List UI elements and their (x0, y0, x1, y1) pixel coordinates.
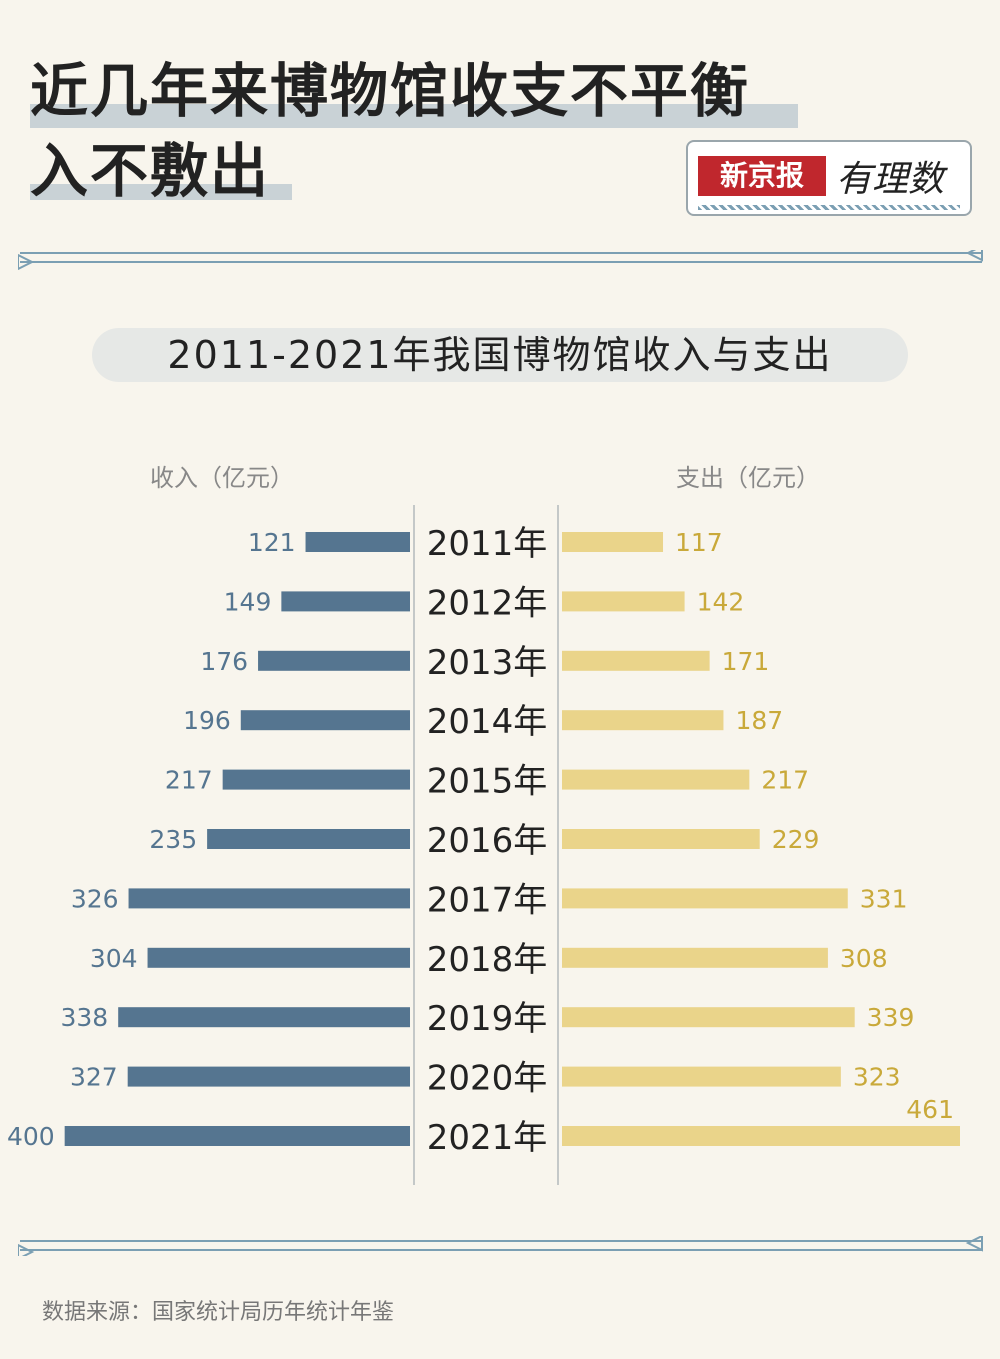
income-bar (147, 947, 410, 968)
year-label: 2011年 (427, 524, 548, 564)
income-value-label: 176 (200, 647, 248, 676)
year-label: 2017年 (427, 880, 548, 920)
income-bar (64, 1126, 411, 1146)
expense-bar (562, 591, 685, 612)
expense-value-label: 217 (761, 766, 809, 795)
year-label: 2019年 (427, 999, 548, 1039)
expense-bar (562, 888, 848, 909)
income-bar (127, 1066, 411, 1087)
expense-value-label: 308 (840, 944, 888, 973)
logo-tagline: 有理数 (836, 159, 945, 200)
bottom-divider (18, 1236, 983, 1256)
expense-bar (562, 947, 828, 968)
expense-value-label: 339 (867, 1003, 915, 1032)
expense-bar (562, 769, 750, 790)
income-bar (207, 829, 410, 849)
expense-bar (562, 532, 664, 552)
income-value-label: 121 (248, 528, 296, 557)
income-bar (118, 1007, 410, 1028)
chart-title-pill (92, 328, 908, 382)
income-bar (258, 650, 410, 671)
top-divider (18, 250, 983, 270)
expense-bar (562, 1066, 841, 1087)
expense-value-label: 323 (853, 1063, 901, 1092)
year-label: 2021年 (427, 1118, 548, 1158)
expense-bar (562, 650, 710, 671)
income-bar (222, 769, 410, 790)
income-value-label: 235 (149, 825, 197, 854)
chart-title: 2011-2021年我国博物馆收入与支出 (167, 333, 833, 377)
logo-brand-name: 新京报 (698, 156, 826, 196)
income-axis-label: 收入（亿元） (150, 464, 294, 492)
expense-value-label: 171 (722, 647, 770, 676)
income-value-label: 326 (71, 884, 119, 913)
income-value-label: 217 (165, 766, 213, 795)
expense-bar (562, 1007, 855, 1028)
logo-stripe (698, 205, 960, 210)
data-source: 数据来源：国家统计局历年统计年鉴 (42, 1300, 395, 1325)
year-label: 2018年 (427, 940, 548, 980)
title-highlight-2 (30, 184, 292, 200)
page-title-line2: 入不敷出 (30, 137, 271, 205)
income-bar (240, 710, 410, 731)
income-value-label: 338 (60, 1003, 108, 1032)
income-bar (305, 532, 410, 552)
expense-axis-label: 支出（亿元） (676, 464, 820, 492)
butterfly-chart: 121 2011年 117 149 2012年 142 176 2013年 171 196 2014… (7, 505, 960, 1185)
expense-value-label: 331 (860, 884, 908, 913)
brand-logo: 新京报 有理数 (686, 140, 972, 216)
income-bar (128, 888, 411, 909)
income-value-label: 196 (183, 706, 231, 735)
year-label: 2020年 (427, 1059, 548, 1099)
expense-bar (562, 829, 760, 849)
income-value-label: 327 (70, 1063, 118, 1092)
income-value-label: 400 (7, 1122, 55, 1151)
expense-value-label: 187 (735, 706, 783, 735)
title-highlight-1 (30, 104, 798, 128)
expense-bar (562, 1126, 960, 1146)
expense-bar (562, 710, 724, 731)
page-title-line1: 近几年来博物馆收支不平衡 (30, 57, 751, 125)
year-label: 2014年 (427, 702, 548, 742)
year-label: 2016年 (427, 821, 548, 861)
expense-value-label: 229 (772, 825, 820, 854)
income-value-label: 149 (224, 587, 272, 616)
expense-value-label: 117 (675, 528, 723, 557)
year-label: 2015年 (427, 762, 548, 802)
income-value-label: 304 (90, 944, 138, 973)
expense-value-label: 461 (906, 1095, 954, 1124)
year-label: 2013年 (427, 643, 548, 683)
expense-value-label: 142 (697, 587, 745, 616)
income-bar (281, 591, 410, 612)
year-label: 2012年 (427, 583, 548, 623)
